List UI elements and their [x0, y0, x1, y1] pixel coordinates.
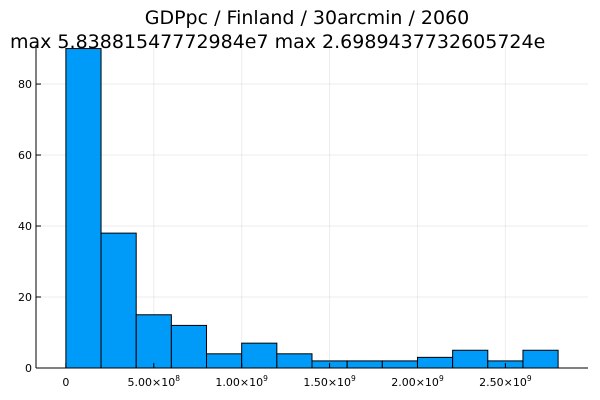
histogram-bar: [276, 353, 313, 369]
chart-subtitle: max 5.83881547772984e7 max 2.69894377326…: [10, 31, 545, 53]
histogram-bar: [452, 349, 489, 369]
y-tick-label: 20: [18, 291, 32, 304]
y-tick-labels: 0 20 40 60 80: [18, 78, 32, 375]
histogram-bar: [65, 48, 102, 369]
y-tick-label: 80: [18, 78, 32, 91]
x-tick-label: 2.50×109: [479, 374, 532, 389]
x-tick-label: 2.00×109: [391, 374, 444, 389]
axes: [35, 45, 588, 369]
histogram-bar: [346, 360, 383, 369]
y-tick-label: 40: [18, 220, 32, 233]
histogram-bar: [381, 360, 418, 369]
y-tick-label: 0: [25, 362, 32, 375]
x-tick-label: 5.00×108: [128, 374, 181, 389]
y-tick-label: 60: [18, 149, 32, 162]
histogram-bar: [241, 342, 278, 369]
x-tick-labels: 0 5.00×108 1.00×109 1.50×109 2.00×109 2.50×10…: [62, 374, 531, 389]
histogram-bar: [522, 349, 559, 369]
histogram-bar: [100, 232, 137, 369]
histogram-bar: [135, 314, 172, 369]
histogram-bar: [206, 353, 243, 369]
histogram-bar: [416, 356, 454, 369]
x-tick-label: 0: [62, 376, 69, 389]
bars: [65, 48, 559, 369]
x-tick-label: 1.50×109: [303, 374, 356, 389]
histogram-bar: [170, 324, 208, 369]
x-tick-label: 1.00×109: [215, 374, 268, 389]
chart-title: GDPpc / Finland / 30arcmin / 2060: [145, 7, 470, 29]
